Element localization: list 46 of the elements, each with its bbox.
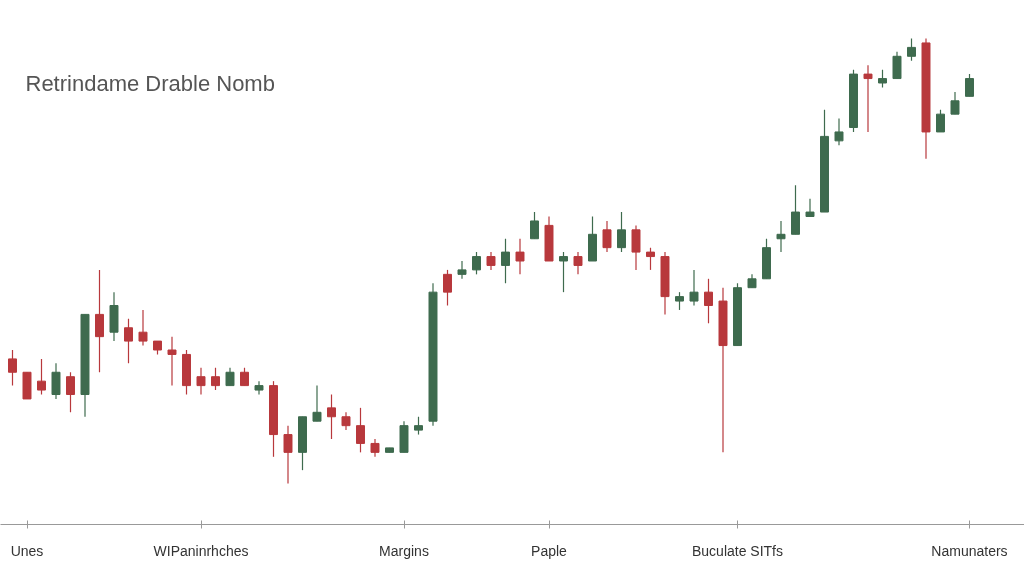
candlestick <box>356 407 365 453</box>
candlestick <box>892 51 902 80</box>
candlestick <box>95 269 104 373</box>
candlestick <box>965 73 974 97</box>
candlestick <box>689 269 699 307</box>
candlestick <box>283 425 293 485</box>
candlestick <box>124 318 133 364</box>
candlestick <box>312 385 322 422</box>
candlestick <box>530 211 539 240</box>
candlestick <box>646 247 655 271</box>
candlestick <box>501 238 510 284</box>
candlestick <box>8 349 17 387</box>
candlestick <box>211 367 220 391</box>
candlestick <box>254 380 264 396</box>
candlestick <box>559 251 568 293</box>
candlestick <box>907 37 916 62</box>
candlestick <box>37 358 46 396</box>
candlestick <box>704 278 713 324</box>
x-tick-label: Buculate SITfs <box>691 542 784 559</box>
x-tick-label: Paple <box>531 542 568 559</box>
candlestick <box>443 269 452 307</box>
x-tick-label: WIPaninrhches <box>153 542 249 559</box>
x-tick-label: Margins <box>379 542 429 559</box>
candlestick <box>515 238 525 275</box>
candlestick <box>51 362 61 400</box>
candlestick <box>936 109 945 133</box>
candlestick <box>196 367 206 396</box>
candlestick <box>791 184 800 235</box>
candlestick <box>66 371 75 413</box>
candlestick <box>631 224 641 271</box>
candlestick <box>617 211 626 253</box>
candlestick <box>950 91 960 115</box>
candlestick <box>602 220 612 253</box>
candlestick <box>805 198 815 218</box>
candlestick <box>167 336 177 387</box>
candlestick <box>573 251 583 275</box>
candlestick <box>863 64 873 133</box>
candlestick <box>834 118 844 146</box>
text: Retrindame Drable Nomb <box>25 71 275 96</box>
candlestick <box>327 393 336 440</box>
candlestick <box>776 220 786 253</box>
candlestick <box>472 251 481 275</box>
candlestick <box>138 309 148 347</box>
x-tick-label: Unes <box>10 542 44 559</box>
x-tick-label: Namunaters <box>931 542 1008 559</box>
candlestick <box>457 260 467 280</box>
